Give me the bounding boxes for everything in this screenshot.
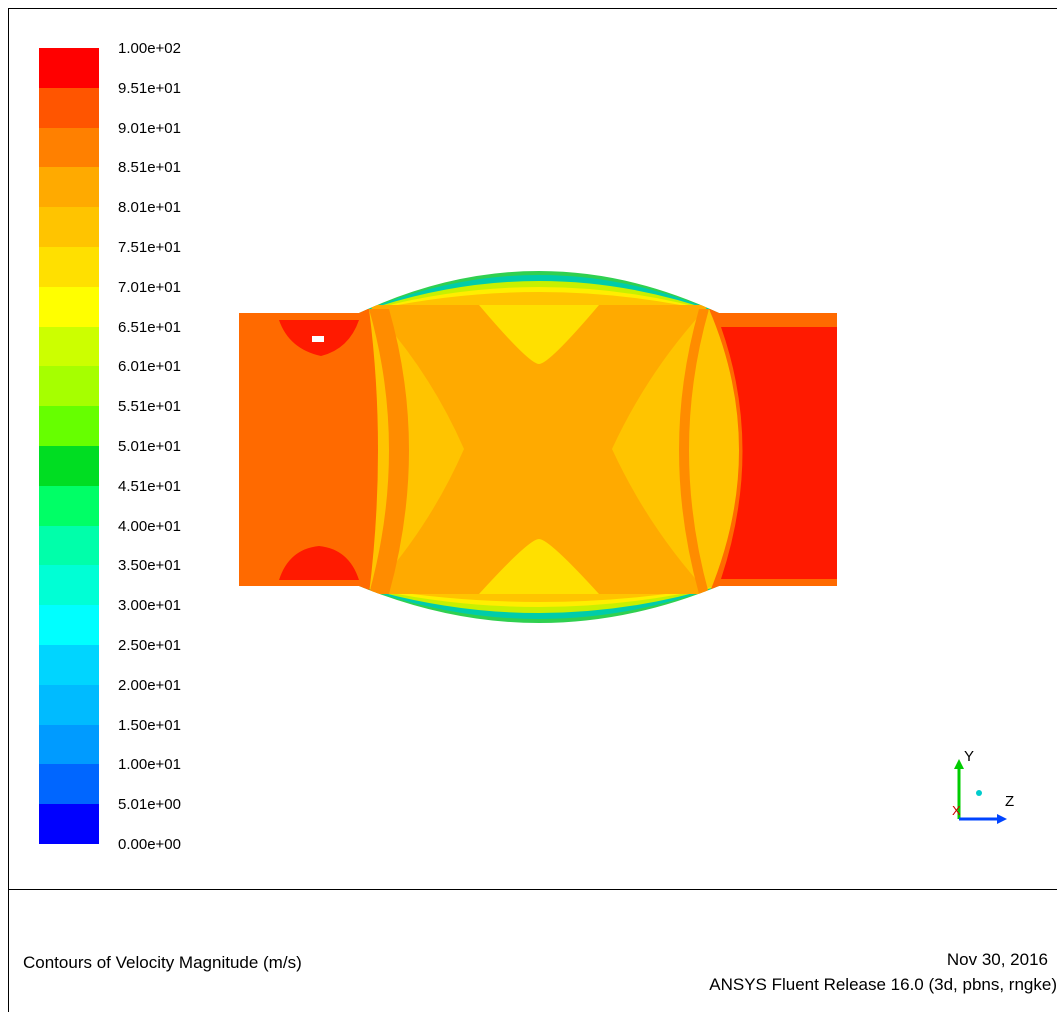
legend-tick-label: 7.51e+01 <box>118 239 181 256</box>
legend-tick-label: 6.01e+01 <box>118 358 181 376</box>
legend-tick-label: 8.51e+01 <box>118 159 181 177</box>
legend-tick-label: 8.01e+01 <box>118 199 181 217</box>
velocity-contour-plot[interactable] <box>9 9 1057 889</box>
legend-swatch <box>39 406 99 447</box>
legend-tick-label: 5.51e+01 <box>118 398 181 416</box>
plot-title: Contours of Velocity Magnitude (m/s) <box>23 953 302 972</box>
plot-date: Nov 30, 2016 <box>946 950 1048 969</box>
legend-tick-label: 1.50e+01 <box>118 716 181 734</box>
legend-tick-label: 7.01e+01 <box>118 278 181 296</box>
legend-tick-label: 0.00e+00 <box>118 836 181 853</box>
legend-swatch <box>39 764 99 805</box>
legend-tick-label: 4.51e+01 <box>118 477 181 495</box>
legend-swatch <box>39 446 99 487</box>
legend-swatch <box>39 525 99 566</box>
legend-swatch <box>39 167 99 208</box>
legend-swatch <box>39 127 99 168</box>
color-legend: 1.00e+02 9.51e+01 9.01e+01 8.51e+01 8.01e+01… <box>9 9 229 889</box>
legend-swatch <box>39 804 99 845</box>
legend-swatch <box>39 87 99 129</box>
legend-tick-label: 5.01e+00 <box>118 796 181 814</box>
legend-swatch <box>39 724 99 765</box>
legend-swatch <box>39 286 99 328</box>
legend-tick-label: 4.00e+01 <box>118 517 181 535</box>
legend-tick-label: 9.51e+01 <box>118 79 181 97</box>
legend-tick-label: 2.50e+01 <box>118 637 181 654</box>
legend-swatch <box>39 48 99 89</box>
graphics-window: 1.00e+02 9.51e+01 9.01e+01 8.51e+01 8.01e+01… <box>8 8 1057 1012</box>
legend-tick-label: 6.51e+01 <box>118 318 181 336</box>
legend-swatch <box>39 247 99 288</box>
legend-tick-label: 1.00e+01 <box>118 756 181 774</box>
legend-tick-label: 3.50e+01 <box>118 557 181 575</box>
legend-tick-label: 5.01e+01 <box>118 438 181 455</box>
legend-swatch <box>39 485 99 527</box>
legend-swatch <box>39 366 99 407</box>
legend-swatch <box>39 565 99 606</box>
graphics-viewport[interactable]: 1.00e+02 9.51e+01 9.01e+01 8.51e+01 8.01e+01… <box>9 9 1057 889</box>
legend-swatch <box>39 605 99 646</box>
legend-swatch <box>39 645 99 686</box>
legend-swatch <box>39 684 99 726</box>
legend-swatch <box>39 326 99 367</box>
legend-swatch <box>39 207 99 248</box>
legend-tick-label: 9.01e+01 <box>118 119 181 137</box>
legend-tick-label: 1.00e+02 <box>118 40 181 57</box>
footer-divider <box>9 889 1057 890</box>
legend-tick-label: 3.00e+01 <box>118 597 181 615</box>
legend-tick-label: 2.00e+01 <box>118 676 181 694</box>
software-release: ANSYS Fluent Release 16.0 (3d, pbns, rng… <box>709 975 1057 994</box>
contour-field <box>239 271 837 623</box>
